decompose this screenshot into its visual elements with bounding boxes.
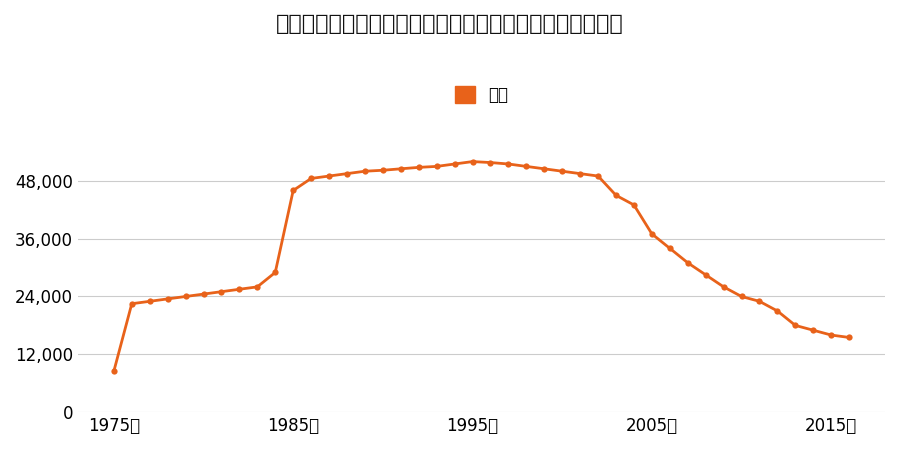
Legend: 価格: 価格 <box>448 79 515 111</box>
Text: 鳥取県境港市外江町字西灘屋敷の－２７７４番の地価推移: 鳥取県境港市外江町字西灘屋敷の－２７７４番の地価推移 <box>276 14 624 33</box>
